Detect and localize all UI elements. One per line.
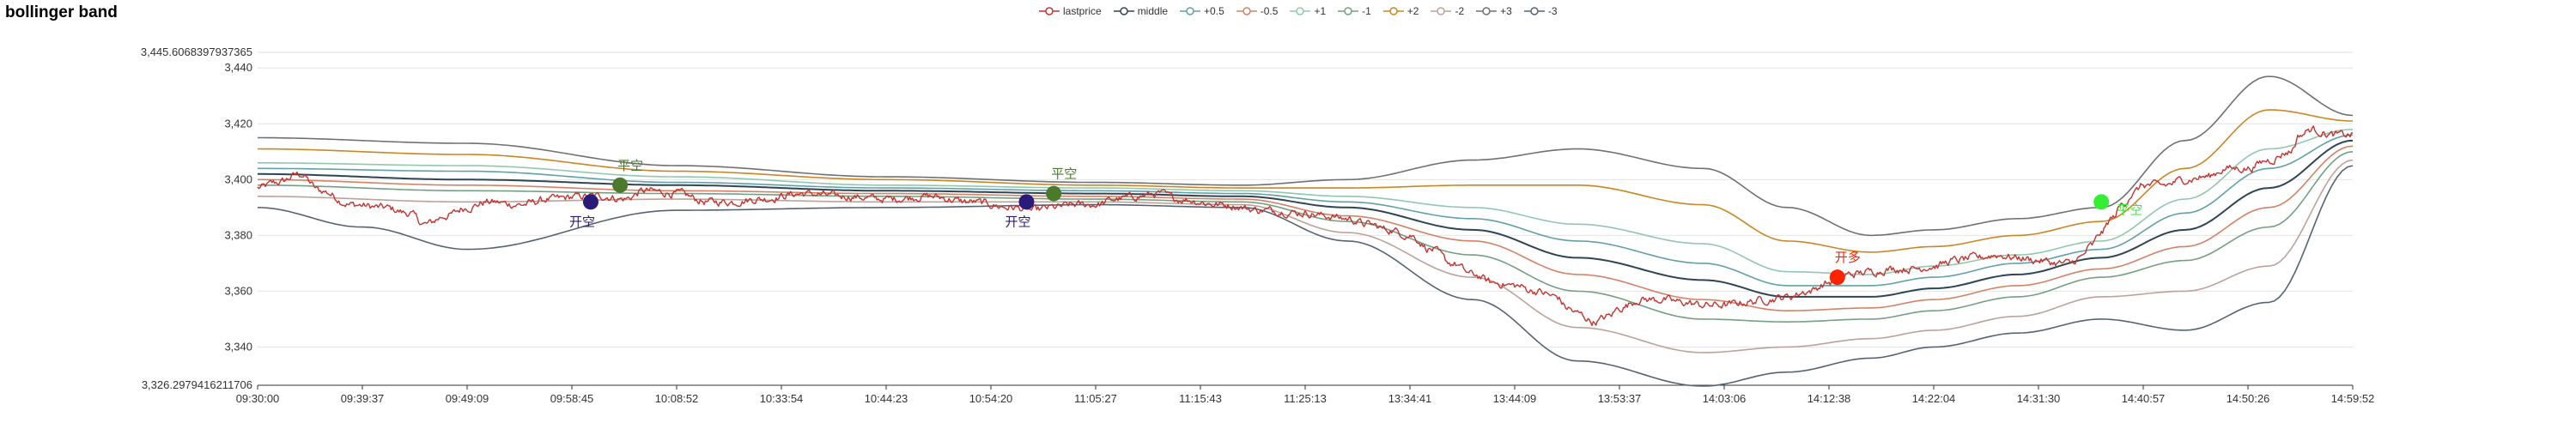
x-tick-label: 14:31:30	[2017, 392, 2061, 405]
legend-label: lastprice	[1063, 5, 1102, 17]
x-tick-label: 10:44:23	[865, 392, 908, 405]
legend-label: -0.5	[1260, 5, 1279, 17]
legend-line-circle-icon	[1382, 7, 1404, 15]
x-tick-label: 14:03:06	[1703, 392, 1747, 405]
x-tick-label: 09:30:00	[236, 392, 280, 405]
series-line-+2	[257, 109, 2354, 253]
legend-line-circle-icon	[1290, 7, 1311, 15]
x-tick-label: 10:54:20	[969, 392, 1013, 405]
legend-label: middle	[1137, 5, 1169, 17]
series-line-+1	[258, 129, 2354, 275]
x-tick-label: 11:05:27	[1074, 392, 1117, 405]
legend-line-circle-icon	[1338, 7, 1359, 15]
bands	[257, 76, 2354, 387]
series-line-+0.5	[258, 134, 2354, 287]
trade-marker	[2093, 194, 2110, 210]
x-axis: 09:30:00 09:39:37 09:49:09 09:58:45 10:08:52…	[236, 384, 2375, 405]
series-line-+3	[258, 76, 2354, 237]
x-tick-label: 11:25:13	[1284, 392, 1327, 405]
series-line--0.5	[258, 145, 2354, 312]
trade-marker	[612, 177, 629, 193]
series-line-lastprice	[257, 125, 2353, 326]
x-tick-label: 14:40:57	[2122, 392, 2166, 405]
x-tick-label: 11:15:43	[1179, 392, 1222, 405]
legend-line-circle-icon	[1431, 7, 1452, 15]
legend-item-middle[interactable]: middle	[1113, 5, 1169, 17]
x-tick-label: 09:49:09	[446, 392, 489, 405]
series-line--2	[258, 159, 2354, 353]
legend-label: -1	[1362, 5, 1371, 17]
trade-marker	[1018, 194, 1035, 210]
trade-marker	[1829, 269, 1845, 286]
series-line--3	[257, 165, 2354, 387]
trade-label: 平空	[2117, 202, 2142, 217]
legend-line-circle-icon	[1113, 7, 1134, 15]
legend-label: +0.5	[1204, 5, 1224, 17]
legend-item--0.5[interactable]: -0.5	[1236, 5, 1279, 17]
legend-item--1[interactable]: -1	[1338, 5, 1371, 17]
legend-label: +3	[1500, 5, 1512, 17]
x-tick-label: 13:34:41	[1388, 392, 1432, 405]
legend-item-lastprice[interactable]: lastprice	[1039, 5, 1102, 17]
legend-item--3[interactable]: -3	[1523, 5, 1558, 17]
x-tick-label: 13:53:37	[1598, 392, 1642, 405]
y-tick-label: 3,440	[224, 61, 252, 74]
trade-label: 开多	[1835, 251, 1861, 265]
series-line--1	[258, 151, 2354, 323]
trade-marker	[1046, 185, 1062, 202]
x-tick-label: 10:08:52	[655, 392, 699, 405]
y-tick-label: 3,340	[224, 340, 252, 353]
trade-label: 平空	[1051, 167, 1077, 182]
legend-line-circle-icon	[1236, 7, 1257, 15]
legend: lastprice middle +0.5 -0.5 +1 -1 +2 -2 +3 -3	[1039, 3, 1570, 19]
x-tick-label: 14:50:26	[2227, 392, 2270, 405]
y-tick-label: 3,445.6068397937365	[141, 45, 252, 58]
legend-label: +2	[1406, 5, 1419, 17]
legend-item-+0.5[interactable]: +0.5	[1180, 5, 1224, 17]
legend-label: +1	[1314, 5, 1327, 17]
x-tick-label: 09:39:37	[341, 392, 385, 405]
legend-label: -2	[1455, 5, 1465, 17]
legend-label: -3	[1547, 5, 1558, 17]
trade-marker	[582, 194, 598, 210]
y-tick-label: 3,420	[224, 117, 252, 130]
x-tick-label: 09:58:45	[550, 392, 594, 405]
y-tick-label: 3,326.2979416211706	[142, 378, 252, 391]
x-tick-label: 14:22:04	[1912, 392, 1956, 405]
legend-line-circle-icon	[1523, 7, 1545, 15]
legend-item-+2[interactable]: +2	[1382, 5, 1419, 17]
y-tick-label: 3,360	[224, 284, 252, 297]
trade-label: 平空	[617, 159, 643, 173]
x-tick-label: 14:12:38	[1807, 392, 1851, 405]
x-tick-label: 14:59:52	[2331, 392, 2375, 405]
legend-line-circle-icon	[1180, 7, 1201, 15]
grid: 3,326.2979416211706 3,340 3,360 3,380 3,400 3…	[141, 45, 2353, 391]
x-tick-label: 10:33:54	[760, 392, 804, 405]
chart-title: bollinger band	[5, 3, 118, 21]
y-tick-label: 3,400	[224, 172, 252, 185]
legend-item-+1[interactable]: +1	[1290, 5, 1326, 17]
trade-label: 开空	[1005, 214, 1030, 229]
series-line-middle	[258, 139, 2354, 298]
y-tick-label: 3,380	[224, 228, 252, 241]
legend-item--2[interactable]: -2	[1431, 5, 1464, 17]
legend-line-circle-icon	[1039, 7, 1060, 15]
legend-line-circle-icon	[1476, 7, 1498, 15]
legend-item-+3[interactable]: +3	[1476, 5, 1512, 17]
trade-label: 开空	[569, 214, 595, 229]
x-tick-label: 13:44:09	[1493, 392, 1537, 405]
